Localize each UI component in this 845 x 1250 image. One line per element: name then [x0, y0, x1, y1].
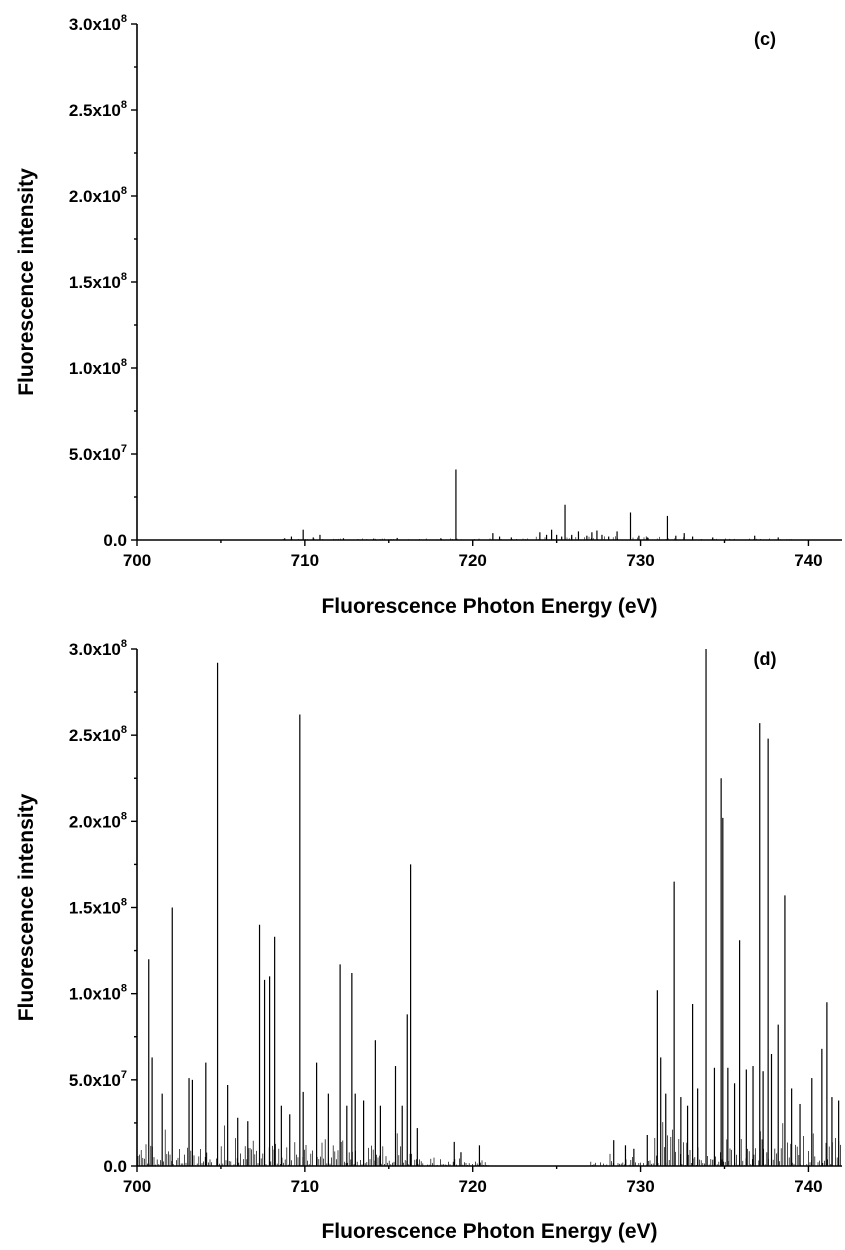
y-tick-label: 2.5x108	[69, 99, 127, 120]
y-tick-label: 1.0x108	[69, 983, 127, 1004]
y-tick-label: 5.0x107	[69, 1069, 127, 1090]
x-axis-title-d: Fluorescence Photon Energy (eV)	[321, 1220, 657, 1243]
y-tick-label: 2.0x108	[69, 185, 127, 206]
x-tick-label: 720	[459, 1177, 487, 1196]
x-tick-label: 730	[626, 551, 654, 570]
y-tick-label: 1.0x108	[69, 357, 127, 378]
y-tick-label: 2.5x108	[69, 724, 127, 745]
x-tick-label: 700	[123, 551, 151, 570]
x-tick-label: 710	[291, 551, 319, 570]
x-tick-label: 700	[123, 1177, 151, 1196]
x-tick-label: 730	[626, 1177, 654, 1196]
y-tick-label: 3.0x108	[69, 13, 127, 34]
x-tick-label: 740	[794, 1177, 822, 1196]
y-tick-label: 1.5x108	[69, 271, 127, 292]
spectral-lines	[148, 649, 840, 1166]
panel-d: (d) Fluorescence intensity Fluorescence …	[15, 638, 842, 1243]
y-axis-title-d: Fluorescence intensity	[15, 793, 38, 1021]
panel-c: (c) Fluorescence intensity Fluorescence …	[15, 13, 842, 618]
y-tick-label: 0.0	[103, 531, 127, 550]
y-tick-label: 5.0x107	[69, 443, 127, 464]
y-axis-title-c: Fluorescence intensity	[15, 168, 38, 396]
y-tick-label: 0.0	[103, 1157, 127, 1176]
x-tick-label: 740	[794, 551, 822, 570]
spectral-lines	[284, 469, 779, 540]
panel-label-c: (c)	[754, 29, 776, 49]
y-tick-label: 2.0x108	[69, 810, 127, 831]
y-tick-label: 3.0x108	[69, 638, 127, 659]
x-tick-label: 720	[459, 551, 487, 570]
x-tick-label: 710	[291, 1177, 319, 1196]
y-tick-label: 1.5x108	[69, 897, 127, 918]
panel-label-d: (d)	[754, 649, 777, 669]
x-axis-title-c: Fluorescence Photon Energy (eV)	[321, 595, 657, 618]
